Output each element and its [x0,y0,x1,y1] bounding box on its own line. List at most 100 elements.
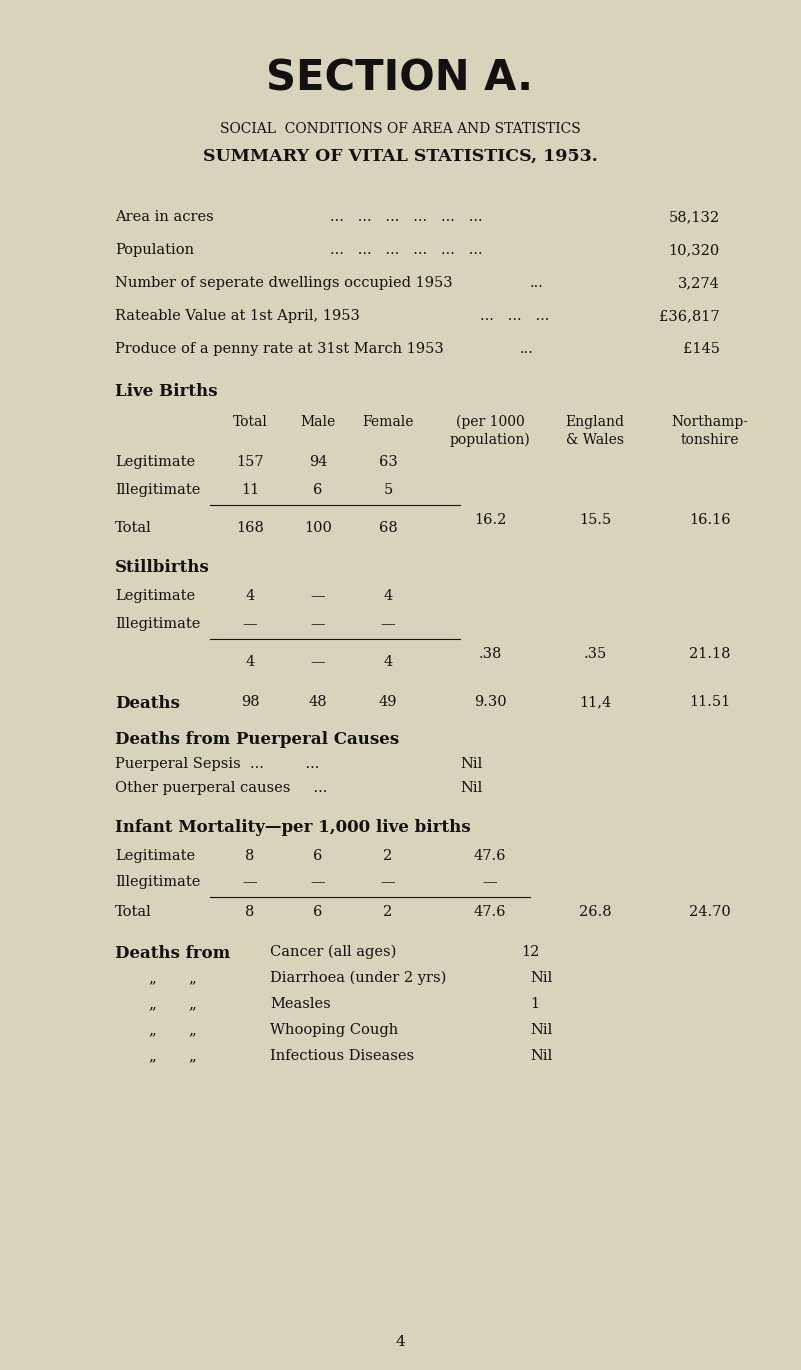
Text: Nil: Nil [460,758,482,771]
Text: 5: 5 [384,484,392,497]
Text: Infant Mortality—per 1,000 live births: Infant Mortality—per 1,000 live births [115,819,471,836]
Text: —: — [311,655,325,669]
Text: 63: 63 [379,455,397,469]
Text: 3,274: 3,274 [678,275,720,290]
Text: £36,817: £36,817 [659,310,720,323]
Text: Number of seperate dwellings occupied 1953: Number of seperate dwellings occupied 19… [115,275,453,290]
Text: 47.6: 47.6 [473,849,506,863]
Text: 21.18: 21.18 [689,647,731,660]
Text: 4: 4 [384,655,392,669]
Text: —: — [243,875,257,889]
Text: 68: 68 [379,521,397,536]
Text: Illegitimate: Illegitimate [115,875,200,889]
Text: Nil: Nil [530,971,552,985]
Text: 15.5: 15.5 [579,512,611,527]
Text: 94: 94 [308,455,328,469]
Text: tonshire: tonshire [681,433,739,447]
Text: 49: 49 [379,695,397,710]
Text: Stillbirths: Stillbirths [115,559,210,575]
Text: SUMMARY OF VITAL STATISTICS, 1953.: SUMMARY OF VITAL STATISTICS, 1953. [203,148,598,164]
Text: Total: Total [232,415,268,429]
Text: Deaths from: Deaths from [115,945,230,962]
Text: 168: 168 [236,521,264,536]
Text: 2: 2 [384,849,392,863]
Text: & Wales: & Wales [566,433,624,447]
Text: 9.30: 9.30 [473,695,506,710]
Text: —: — [243,616,257,632]
Text: —: — [483,875,497,889]
Text: 4: 4 [245,589,255,603]
Text: Whooping Cough: Whooping Cough [270,1023,398,1037]
Text: 6: 6 [313,484,323,497]
Text: 2: 2 [384,906,392,919]
Text: Illegitimate: Illegitimate [115,616,200,632]
Text: 12: 12 [521,945,539,959]
Text: Produce of a penny rate at 31st March 1953: Produce of a penny rate at 31st March 19… [115,342,444,356]
Text: Deaths: Deaths [115,695,180,712]
Text: 157: 157 [236,455,264,469]
Text: 8: 8 [245,849,255,863]
Text: „: „ [188,1023,196,1037]
Text: 11: 11 [241,484,260,497]
Text: 11,4: 11,4 [579,695,611,710]
Text: 4: 4 [384,589,392,603]
Text: 16.2: 16.2 [474,512,506,527]
Text: 47.6: 47.6 [473,906,506,919]
Text: ...   ...   ...: ... ... ... [480,310,549,323]
Text: SECTION A.: SECTION A. [267,58,533,99]
Text: Northamp-: Northamp- [671,415,748,429]
Text: 98: 98 [240,695,260,710]
Text: England: England [566,415,625,429]
Text: —: — [311,875,325,889]
Text: —: — [380,616,396,632]
Text: .38: .38 [478,647,501,660]
Text: (per 1000: (per 1000 [456,415,525,429]
Text: Total: Total [115,906,151,919]
Text: 11.51: 11.51 [690,695,731,710]
Text: ...: ... [520,342,534,356]
Text: Rateable Value at 1st April, 1953: Rateable Value at 1st April, 1953 [115,310,360,323]
Text: Cancer (all ages): Cancer (all ages) [270,945,396,959]
Text: Area in acres: Area in acres [115,210,214,225]
Text: Measles: Measles [270,997,331,1011]
Text: Population: Population [115,242,194,258]
Text: 100: 100 [304,521,332,536]
Text: Infectious Diseases: Infectious Diseases [270,1049,414,1063]
Text: 1: 1 [530,997,539,1011]
Text: 16.16: 16.16 [689,512,731,527]
Text: —: — [311,616,325,632]
Text: „: „ [148,997,156,1011]
Text: £145: £145 [683,342,720,356]
Text: Nil: Nil [460,781,482,795]
Text: Deaths from Puerperal Causes: Deaths from Puerperal Causes [115,732,399,748]
Text: Legitimate: Legitimate [115,849,195,863]
Text: Other puerperal causes     ...: Other puerperal causes ... [115,781,328,795]
Text: Nil: Nil [530,1049,552,1063]
Text: Diarrhoea (under 2 yrs): Diarrhoea (under 2 yrs) [270,971,446,985]
Text: 48: 48 [308,695,328,710]
Text: „: „ [188,1049,196,1063]
Text: Puerperal Sepsis  ...         ...: Puerperal Sepsis ... ... [115,758,320,771]
Text: „: „ [148,1023,156,1037]
Text: .35: .35 [583,647,606,660]
Text: Nil: Nil [530,1023,552,1037]
Text: Legitimate: Legitimate [115,589,195,603]
Text: SOCIAL  CONDITIONS OF AREA AND STATISTICS: SOCIAL CONDITIONS OF AREA AND STATISTICS [219,122,581,136]
Text: 4: 4 [395,1334,405,1349]
Text: 10,320: 10,320 [669,242,720,258]
Text: „: „ [148,1049,156,1063]
Text: ...   ...   ...   ...   ...   ...: ... ... ... ... ... ... [330,242,483,258]
Text: —: — [380,875,396,889]
Text: ...: ... [530,275,544,290]
Text: 6: 6 [313,849,323,863]
Text: 26.8: 26.8 [578,906,611,919]
Text: Legitimate: Legitimate [115,455,195,469]
Text: Illegitimate: Illegitimate [115,484,200,497]
Text: Total: Total [115,521,151,536]
Text: 4: 4 [245,655,255,669]
Text: 24.70: 24.70 [689,906,731,919]
Text: 6: 6 [313,906,323,919]
Text: „: „ [188,997,196,1011]
Text: „: „ [148,971,156,985]
Text: „: „ [188,971,196,985]
